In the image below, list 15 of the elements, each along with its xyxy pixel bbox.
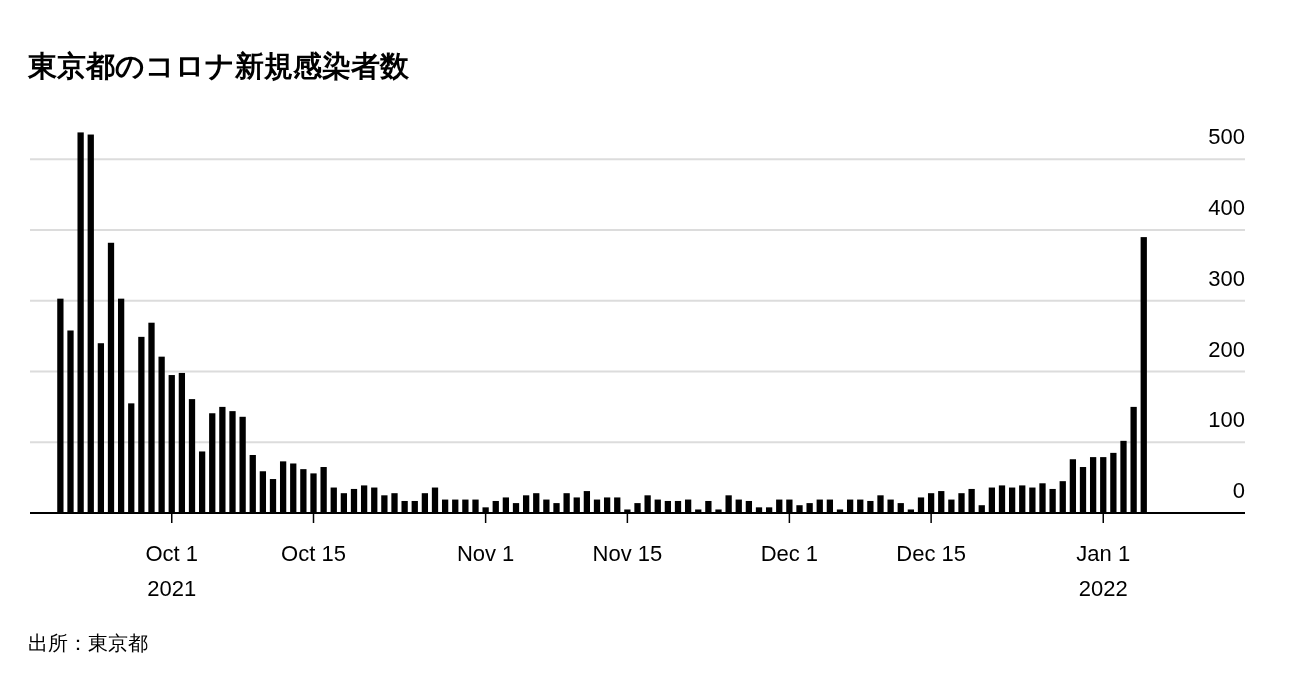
x-tick-label: Jan 1 2022 <box>1076 541 1131 601</box>
y-tick-label: 400 <box>1208 195 1245 221</box>
y-tick-label: 500 <box>1208 124 1245 150</box>
y-tick-label: 200 <box>1208 336 1245 362</box>
x-tick-label: Nov 15 <box>592 541 663 566</box>
x-tick-label: Oct 15 <box>281 541 346 566</box>
x-tick-label: Nov 1 <box>456 541 515 566</box>
x-tick-label: Oct 1 2021 <box>145 541 199 601</box>
y-tick-label: 0 <box>1232 478 1245 503</box>
x-tick-label: Dec 15 <box>896 541 966 566</box>
y-tick-label: 300 <box>1208 265 1245 291</box>
y-tick-label: 100 <box>1208 407 1245 433</box>
x-tick-label: Dec 1 <box>760 541 819 566</box>
chart-title: 東京都のコロナ新規感染者数 <box>27 50 410 82</box>
text: 出所：東京都 <box>28 632 148 654</box>
